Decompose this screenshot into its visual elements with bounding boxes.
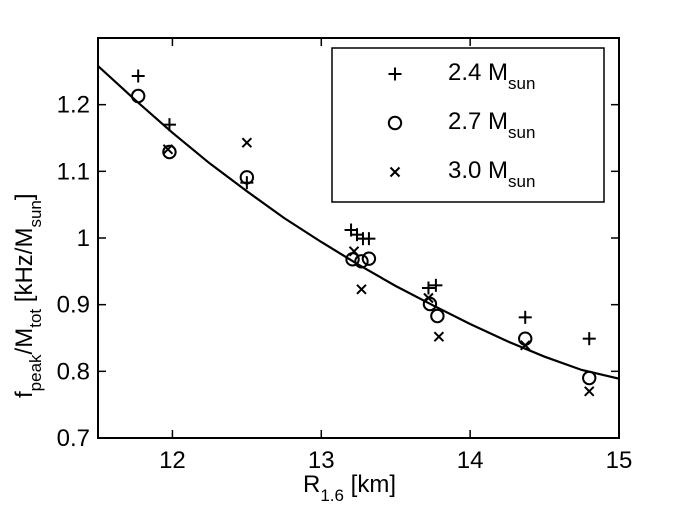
y-tick-label: 0.8 [57,358,90,385]
data-point-circle-1-5 [361,251,377,266]
y-axis-tick-labels: 0.7 0.8 0.9 1 1.1 1.2 [57,92,90,452]
y-tick-label: 1 [77,225,90,252]
data-point-circle-1-0 [130,88,146,104]
data-point-x-2-0 [162,144,174,155]
legend-symbol-plus [388,67,402,81]
data-point-plus-0-8 [429,278,443,292]
legend-label-2-4: 2.4 Msun [448,59,535,93]
legend-marker-circle [387,115,403,131]
data-point-x-2-1 [241,137,253,148]
data-point-x-2-4 [423,292,434,304]
data-point-plus-0-10 [582,332,596,346]
x-tick-label: 14 [457,447,484,474]
x-tick-label: 12 [159,447,186,474]
data-point-circle-1-2 [239,170,255,185]
legend-marker-x [389,166,401,178]
legend-label-2-7: 2.7 Msun [448,108,535,142]
data-point-x-2-3 [356,284,367,295]
data-point-plus-0-1 [162,118,176,132]
x-axis-label: R1.6 [km] [303,471,396,505]
data-point-x-2-2 [348,246,360,257]
legend-box [331,47,605,203]
legend: 2.4 Msun 2.7 Msun 3.0 Msun [331,47,605,203]
data-point-circle-1-4 [354,254,369,269]
x-axis-tick-labels: 12 13 14 15 [159,447,632,474]
data-point-x-2-5 [433,331,445,342]
legend-symbol-circle [387,115,403,131]
y-axis-label: fpeak/Mtot [kHz/Msun] [11,193,45,398]
data-point-plus-0-9 [518,310,532,324]
data-point-circle-1-1 [162,144,177,160]
legend-entry-2-4: 2.4 Msun [388,59,535,93]
x-axis-ticks [171,38,620,438]
plot-area: 12 13 14 15 0.7 0.8 0.9 1 1.1 1.2 [57,37,632,474]
data-point-plus-0-0 [131,69,145,83]
legend-marker-plus [388,67,402,81]
data-markers [130,69,597,397]
data-point-circle-1-8 [518,331,533,346]
legend-symbol-x [389,166,401,178]
y-tick-label: 1.2 [57,92,90,119]
data-point-plus-0-6 [362,232,376,246]
y-axis-ticks [98,103,619,439]
data-point-circle-1-7 [430,308,445,324]
data-point-plus-0-7 [421,281,435,295]
x-tick-label: 13 [308,447,335,474]
legend-label-3-0: 3.0 Msun [448,157,535,191]
x-tick-label: 15 [606,447,633,474]
fit-curve-line [97,65,620,380]
y-tick-label: 0.7 [57,425,90,452]
y-tick-label: 1.1 [57,158,90,185]
data-point-x-2-6 [520,340,531,351]
y-tick-label: 0.9 [57,292,90,319]
legend-entry-2-7: 2.7 Msun [387,108,535,142]
data-point-x-2-7 [584,386,595,397]
data-point-circle-1-9 [582,370,597,386]
legend-entry-3-0: 3.0 Msun [389,157,535,191]
